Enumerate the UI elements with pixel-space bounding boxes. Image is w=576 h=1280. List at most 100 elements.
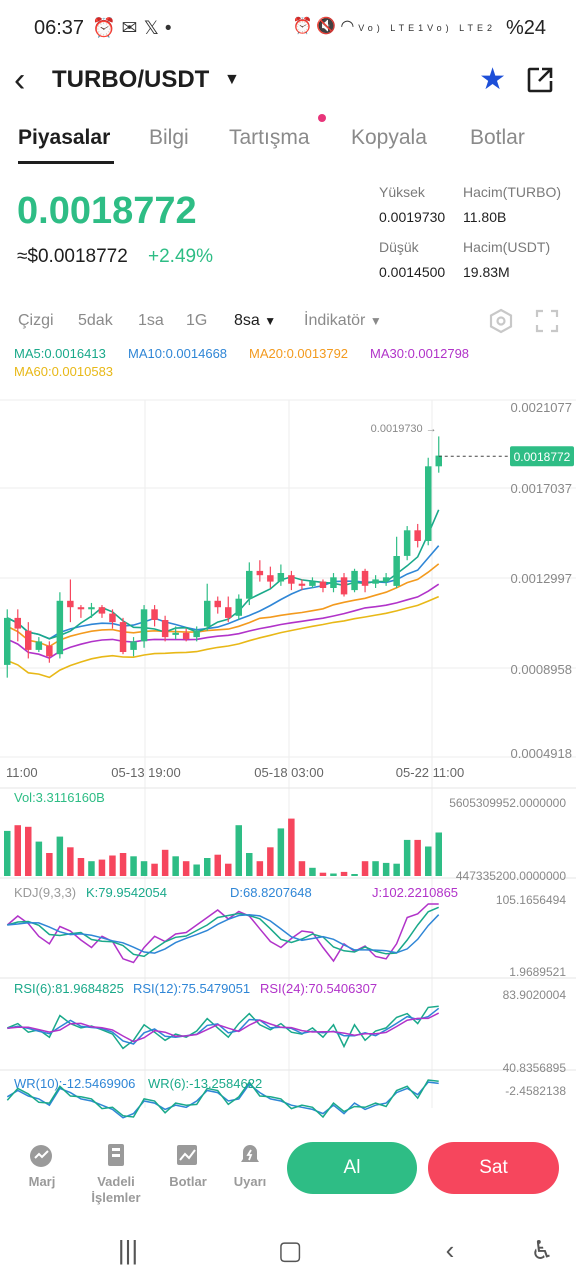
caret-down-icon[interactable]: ▼: [224, 71, 240, 88]
active-tab-indicator: [18, 161, 114, 164]
accessibility-icon[interactable]: ♿: [530, 1235, 554, 1265]
interval-1d[interactable]: 1G: [186, 312, 208, 329]
volume-bar: [14, 825, 21, 876]
volume-bar: [309, 867, 316, 876]
volume-axis-bottom: 447335200.0000000: [456, 869, 566, 883]
candle-body: [361, 570, 369, 586]
candle-body: [161, 620, 169, 638]
last-price: 0.0018772: [17, 190, 197, 232]
candle-body: [319, 581, 327, 588]
rsi24-line: [7, 1012, 440, 1043]
tab-kopyala[interactable]: Kopyala: [351, 126, 427, 149]
tab-botlar[interactable]: Botlar: [470, 126, 525, 149]
settings-hexagon-icon[interactable]: [488, 308, 514, 334]
price-chart[interactable]: 0.0019730 →0.0018772 0.00210770.00170370…: [0, 380, 576, 1122]
volume-bar: [35, 841, 43, 876]
candle-body: [172, 632, 179, 635]
fullscreen-icon[interactable]: [534, 308, 560, 334]
interval-line[interactable]: Çizgi: [18, 312, 54, 329]
interval-5m[interactable]: 5dak: [78, 312, 113, 329]
sell-button[interactable]: Sat: [428, 1142, 559, 1194]
volume-bar: [88, 861, 95, 876]
status-left-icons: ⏰✉𝕏•: [92, 16, 178, 40]
volume-bar: [382, 862, 390, 876]
home-icon[interactable]: ▢: [277, 1235, 303, 1265]
indicator-menu[interactable]: İndikatör ▼: [304, 312, 382, 330]
volume-bar: [435, 832, 442, 876]
candle-body: [4, 617, 11, 665]
volume-bar: [151, 863, 158, 876]
candle-body: [267, 575, 274, 582]
volume-bar: [172, 856, 179, 876]
volume-bar: [225, 863, 232, 876]
alerts-label: Uyarı: [233, 1174, 267, 1189]
ma-lines: [6, 509, 440, 679]
candle-body: [204, 600, 211, 627]
wr-panel: WR(10):-12.5469906 WR(6):-13.2584622 -2.45…: [6, 1076, 566, 1119]
candle-body: [88, 607, 95, 610]
bots-button[interactable]: Botlar: [158, 1142, 218, 1190]
low-value: 0.0014500: [379, 264, 446, 280]
candle-body: [140, 609, 148, 642]
price-axis: 0.0021077 0.0017037 0.0012997 0.0008958 0.00…: [511, 400, 572, 761]
time-axis-label: 05-18 03:00: [254, 765, 323, 780]
time-axis-label: 05-13 19:00: [111, 765, 180, 780]
x-icon: 𝕏: [143, 18, 165, 39]
candle-body: [67, 600, 74, 608]
futures-label: Vadeli İşlemler: [91, 1174, 141, 1205]
buy-button[interactable]: Al: [287, 1142, 417, 1194]
back-icon[interactable]: ‹: [14, 61, 26, 99]
price-usd: ≈$0.0018772: [17, 246, 128, 267]
system-nav-bar: ||| ▢ ‹ ♿: [0, 1218, 576, 1280]
futures-button[interactable]: Vadeli İşlemler: [86, 1142, 146, 1206]
margin-icon: [30, 1145, 52, 1167]
recent-apps-icon[interactable]: |||: [117, 1235, 139, 1265]
candle-body: [246, 570, 253, 599]
volume-bar: [330, 873, 337, 876]
kdj-k-line: [7, 906, 439, 958]
volume-bar: [425, 846, 432, 876]
ma10-legend: MA10:0.0014668: [128, 346, 228, 361]
status-time: 06:37: [34, 17, 85, 39]
kdj-panel: KDJ(9,3,3) K:79.9542054 D:68.8207648 J:102.…: [6, 885, 566, 979]
trade-action-bar: Marj Vadeli İşlemler Botlar Uyarı Al Sat: [0, 1122, 576, 1218]
margin-button[interactable]: Marj: [12, 1142, 72, 1190]
current-price-tag-bg: [510, 446, 574, 467]
volume-bar: [98, 859, 106, 876]
time-axis: 11:00 05-13 19:00 05-18 03:00 05-22 11:00: [6, 765, 464, 780]
pair-title[interactable]: TURBO/USDT: [52, 66, 210, 93]
volume-bar: [46, 853, 53, 876]
tab-bilgi[interactable]: Bilgi: [149, 126, 189, 149]
volume-bar: [130, 856, 137, 876]
interval-8h[interactable]: 8sa ▼: [234, 312, 276, 330]
candle-body: [256, 570, 264, 576]
futures-icon: [108, 1144, 124, 1166]
volume-bar: [361, 861, 369, 876]
favorite-star-icon[interactable]: ★: [479, 63, 506, 96]
ma60-line: [6, 595, 440, 679]
volume-bar: [214, 854, 221, 876]
alerts-button[interactable]: Uyarı: [220, 1142, 280, 1190]
ma30-legend: MA30:0.0012798: [370, 346, 470, 361]
candle-body: [119, 622, 127, 652]
candle-body: [393, 556, 400, 586]
volume-bar: [140, 861, 148, 876]
volume-bar: [235, 825, 242, 876]
notification-dot: [318, 114, 326, 122]
candle-body: [35, 641, 43, 650]
kdj-d-label: D:68.8207648: [230, 885, 312, 900]
chart-toolbar: Çizgi 5dak 1sa 1G 8sa ▼ İndikatör ▼: [0, 308, 576, 336]
time-axis-label: 11:00: [6, 765, 38, 780]
volume-quote-value: 19.83M: [463, 264, 510, 280]
interval-1h[interactable]: 1sa: [138, 312, 164, 329]
tab-tartisma[interactable]: Tartışma: [229, 126, 310, 149]
wr-axis-top: -2.4582138: [505, 1084, 566, 1098]
kdj-label: KDJ(9,3,3): [14, 885, 76, 900]
candle-body: [235, 598, 242, 616]
back-nav-icon[interactable]: ‹: [445, 1235, 455, 1265]
tab-piyasalar[interactable]: Piyasalar: [18, 126, 111, 149]
battery-level: %24: [505, 17, 546, 39]
share-icon[interactable]: [526, 66, 554, 94]
volume-bar: [256, 861, 264, 876]
rsi-axis-bottom: 40.8356895: [503, 1061, 567, 1075]
